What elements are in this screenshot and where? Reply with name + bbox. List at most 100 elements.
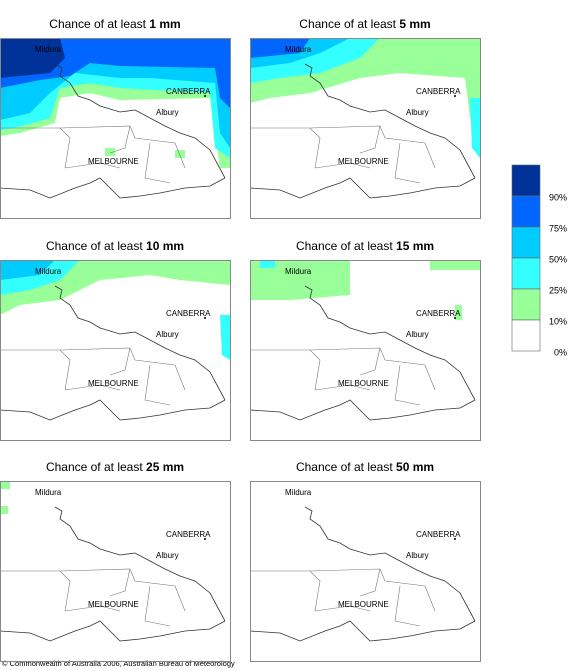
canberra-dot <box>204 538 206 540</box>
district-lines <box>0 347 186 406</box>
title-amount: 15 mm <box>396 239 434 253</box>
panel-title: Chance of at least 25 mm <box>46 460 184 474</box>
title-prefix: Chance of at least <box>296 460 393 474</box>
legend-label: 0% <box>554 347 567 357</box>
rain-shading <box>0 481 10 489</box>
title-prefix: Chance of at least <box>296 239 393 253</box>
footer: © Commonwealth of Australia 2006, Austra… <box>2 659 235 668</box>
place-label: Albury <box>156 330 179 339</box>
rain-shading <box>470 98 480 158</box>
state-border <box>54 63 226 179</box>
place-label: MELBOURNE <box>88 600 139 609</box>
place-label: MELBOURNE <box>88 379 139 388</box>
rain-shading <box>250 260 350 300</box>
panel-frame <box>250 481 481 662</box>
state-border <box>304 63 476 179</box>
map-panel: Mildura CANBERRA Albury MELBOURNE <box>249 38 481 219</box>
title-amount: 1 mm <box>149 17 180 31</box>
legend-label: 90% <box>549 192 567 202</box>
legend-swatch <box>511 288 541 321</box>
place-label: Mildura <box>285 267 312 276</box>
place-label: CANBERRA <box>166 87 211 96</box>
panel-frame <box>250 260 481 441</box>
legend-swatch <box>511 257 541 290</box>
map-panel: Mildura CANBERRA Albury MELBOURNE <box>249 481 481 662</box>
rain-shading <box>430 260 480 270</box>
panel-frame <box>0 260 231 441</box>
coastline <box>249 177 476 199</box>
state-border <box>54 506 226 622</box>
panel-title: Chance of at least 50 mm <box>296 460 434 474</box>
map-panel: Mildura CANBERRA Albury MELBOURNE <box>249 260 481 441</box>
place-label: Albury <box>406 108 429 117</box>
legend-swatch <box>511 319 541 352</box>
legend-label: 25% <box>549 285 567 295</box>
place-label: Mildura <box>35 45 62 54</box>
map-panel: Mildura CANBERRA Albury MELBOURNE <box>0 38 231 219</box>
place-label: MELBOURNE <box>88 157 139 166</box>
district-lines <box>250 125 436 184</box>
rain-shading <box>220 315 230 360</box>
map-panel: Mildura CANBERRA Albury MELBOURNE <box>0 481 231 662</box>
state-border <box>54 285 226 401</box>
panel-title: Chance of at least 10 mm <box>46 239 184 253</box>
legend-swatch <box>511 164 541 197</box>
state-border <box>304 506 476 622</box>
rain-shading <box>0 506 8 514</box>
panel-frame <box>250 38 481 219</box>
canberra-dot <box>454 317 456 319</box>
place-label: MELBOURNE <box>338 600 389 609</box>
title-prefix: Chance of at least <box>46 239 143 253</box>
place-label: Albury <box>156 108 179 117</box>
district-lines <box>0 568 186 627</box>
rain-shading <box>260 260 275 268</box>
legend-label: 10% <box>549 316 567 326</box>
title-amount: 50 mm <box>396 460 434 474</box>
state-border <box>304 285 476 401</box>
rain-shading <box>0 260 55 280</box>
place-label: CANBERRA <box>416 530 461 539</box>
place-label: Albury <box>406 551 429 560</box>
coastline <box>0 177 226 199</box>
rain-shading <box>175 150 185 158</box>
legend-label: 75% <box>549 223 567 233</box>
rain-shading <box>250 38 310 58</box>
panel-frame <box>0 481 231 662</box>
place-label: CANBERRA <box>166 309 211 318</box>
legend-label: 50% <box>549 254 567 264</box>
place-label: MELBOURNE <box>338 157 389 166</box>
coastline <box>249 399 476 421</box>
canberra-dot <box>454 95 456 97</box>
panel-title: Chance of at least 15 mm <box>296 239 434 253</box>
place-label: Albury <box>156 551 179 560</box>
place-label: Mildura <box>285 45 312 54</box>
canberra-dot <box>204 95 206 97</box>
district-lines <box>250 347 436 406</box>
legend-swatch <box>511 195 541 228</box>
coastline <box>249 620 476 642</box>
place-label: CANBERRA <box>416 309 461 318</box>
district-lines <box>250 568 436 627</box>
title-amount: 25 mm <box>146 460 184 474</box>
rain-shading <box>105 148 115 156</box>
place-label: Mildura <box>35 488 62 497</box>
place-label: CANBERRA <box>166 530 211 539</box>
place-label: CANBERRA <box>416 87 461 96</box>
coastline <box>0 620 226 642</box>
panel-title: Chance of at least 1 mm <box>49 17 180 31</box>
title-prefix: Chance of at least <box>299 17 396 31</box>
canberra-dot <box>204 317 206 319</box>
map-panel: Mildura CANBERRA Albury MELBOURNE <box>0 260 231 441</box>
place-label: Albury <box>406 330 429 339</box>
title-amount: 10 mm <box>146 239 184 253</box>
title-prefix: Chance of at least <box>46 460 143 474</box>
panel-frame <box>0 38 231 219</box>
legend-swatch <box>511 226 541 259</box>
rain-shading <box>0 38 65 78</box>
rain-shading <box>455 305 462 320</box>
place-label: Mildura <box>35 267 62 276</box>
place-label: Mildura <box>285 488 312 497</box>
title-amount: 5 mm <box>399 17 430 31</box>
canberra-dot <box>454 538 456 540</box>
